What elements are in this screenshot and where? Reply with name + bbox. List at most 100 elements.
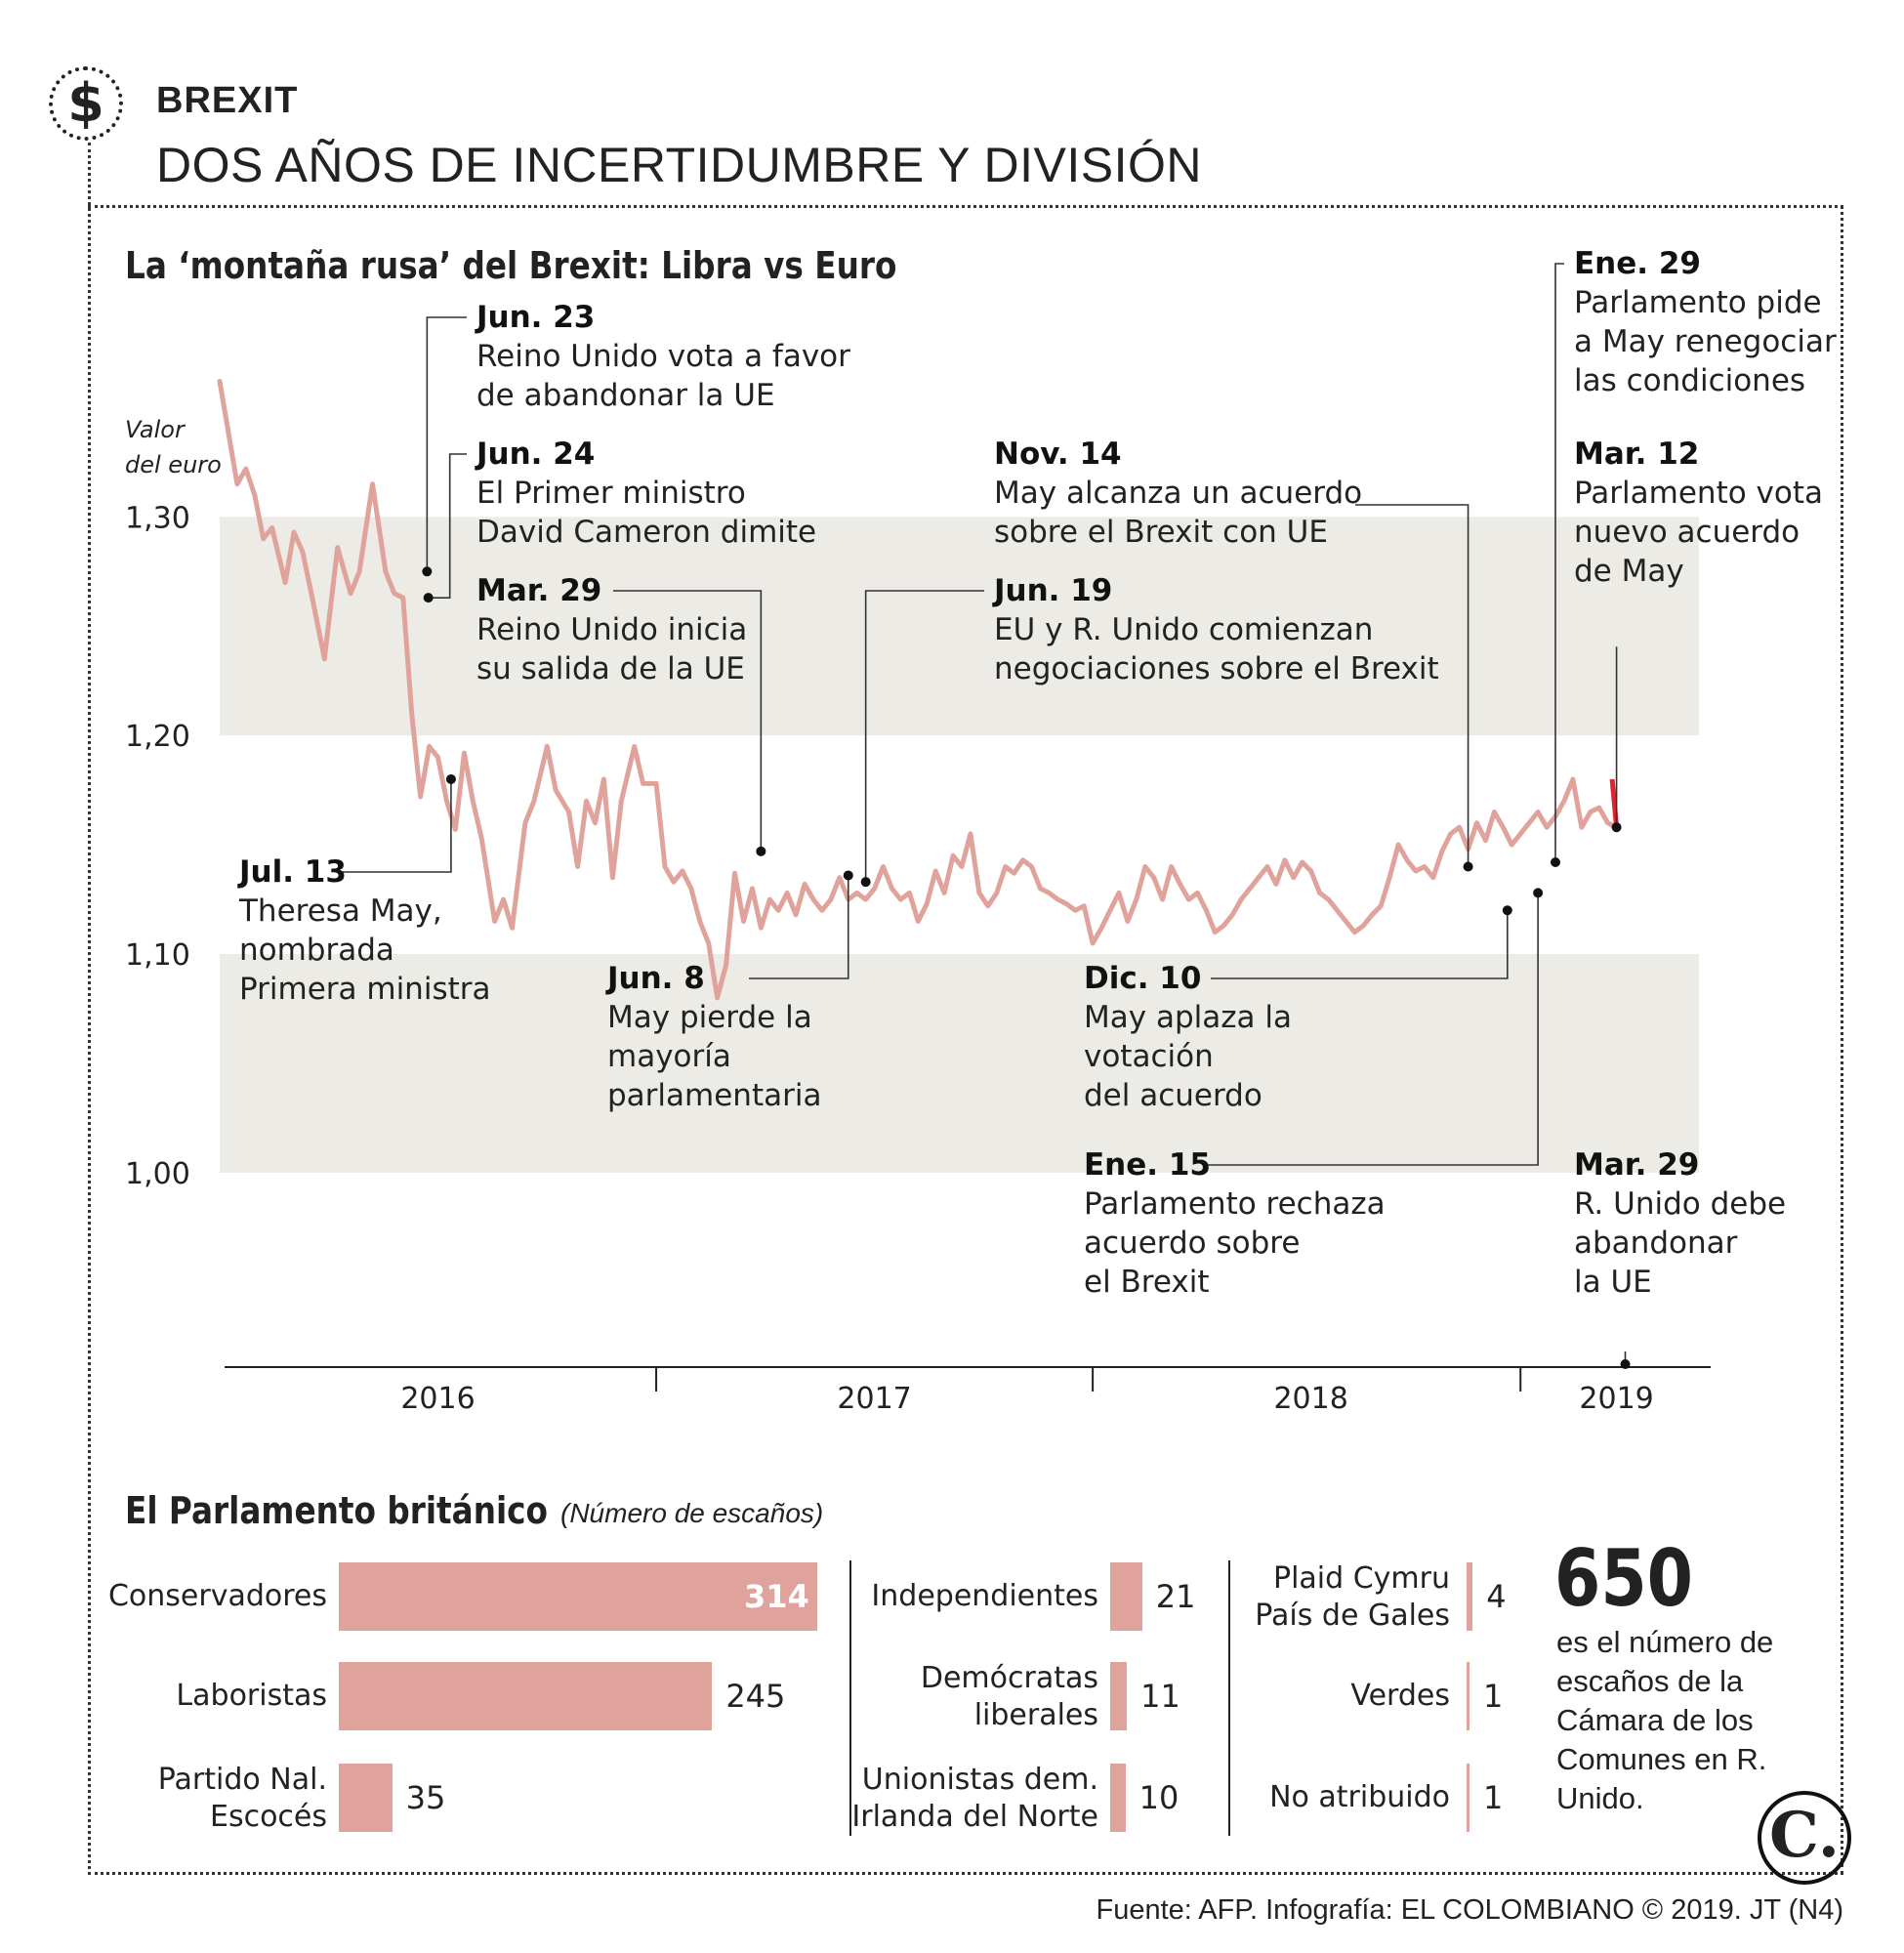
party-label: Unionistas dem. Irlanda del Norte	[786, 1762, 1098, 1836]
party-name-line: Conservadores	[107, 1579, 327, 1613]
annotation-text: mayoría	[607, 1039, 731, 1074]
annotation-dot	[1611, 822, 1622, 833]
annotation-dot	[843, 870, 853, 881]
annotation-text: de abandonar la UE	[476, 378, 775, 413]
seat-bar	[1110, 1562, 1142, 1631]
dollar-icon: $	[49, 66, 123, 141]
party-label: Laboristas	[15, 1678, 327, 1715]
seat-bar	[1110, 1764, 1126, 1832]
annotation-leader	[1211, 910, 1509, 979]
annotation-leader	[749, 875, 849, 979]
party-name-line: Partido Nal.	[157, 1763, 327, 1797]
seat-bar	[1467, 1764, 1469, 1832]
annotation-text: nombrada	[239, 933, 394, 968]
seat-value: 4	[1486, 1578, 1507, 1615]
annotation-text: David Cameron dimite	[476, 515, 816, 550]
annotation-date: Mar. 12	[1574, 436, 1699, 472]
annotation-text: el Brexit	[1084, 1265, 1210, 1300]
annotation-leader	[426, 316, 467, 572]
party-name-line: Demócratas	[920, 1661, 1098, 1695]
seat-bar	[339, 1764, 393, 1832]
annotation-text: parlamentaria	[607, 1078, 821, 1113]
annotation-text: May aplaza la	[1084, 1000, 1292, 1035]
annotation-dot	[756, 846, 766, 856]
seat-bar	[1467, 1562, 1473, 1631]
annotation-text: sobre el Brexit con UE	[994, 515, 1328, 550]
annotation-leader	[864, 590, 984, 883]
annotation-date: Nov. 14	[994, 436, 1122, 472]
x-tick-label: 2017	[837, 1382, 911, 1416]
annotation-text: May pierde la	[607, 1000, 812, 1035]
annotation-dot	[423, 593, 434, 603]
annotation-date: Jun. 23	[475, 300, 595, 335]
kicker: BREXIT	[156, 80, 299, 121]
annotation-text: nuevo acuerdo	[1574, 515, 1800, 550]
y-axis-label: Valor	[125, 416, 186, 443]
annotation-text: Parlamento vota	[1574, 476, 1823, 511]
annotation-dot	[1502, 905, 1512, 916]
annotation-date: Jun. 19	[992, 573, 1112, 608]
annotation-dot	[1551, 857, 1560, 868]
annotation-date: Ene. 15	[1084, 1147, 1211, 1183]
seat-value: 245	[725, 1678, 786, 1715]
total-seats-number: 650	[1554, 1533, 1693, 1624]
party-name-line: No atribuido	[1269, 1780, 1450, 1814]
seat-value: 21	[1155, 1578, 1196, 1615]
seat-bar	[1110, 1662, 1128, 1730]
annotation-dot	[445, 773, 456, 784]
annotation-text: negociaciones sobre el Brexit	[994, 651, 1439, 686]
annotation-dot	[422, 566, 433, 577]
annotation-dot	[1463, 861, 1473, 872]
annotation-leader	[1206, 893, 1539, 1166]
band-1	[220, 954, 1699, 1173]
annotation-text: votación	[1084, 1039, 1214, 1074]
parliament-title-text: El Parlamento británico	[125, 1489, 549, 1532]
total-seats-description: es el número de escaños de la Cámara de …	[1556, 1625, 1774, 1815]
seat-value: 1	[1483, 1678, 1504, 1715]
annotation-dot	[1620, 1359, 1631, 1369]
parliament-subtitle: (Número de escaños)	[560, 1498, 824, 1528]
y-tick-label: 1,30	[125, 501, 190, 535]
column-divider	[1228, 1560, 1230, 1836]
annotation-date: Mar. 29	[1574, 1147, 1699, 1183]
x-tick-label: 2018	[1273, 1382, 1347, 1416]
annotation-text: El Primer ministro	[476, 476, 746, 511]
annotation-date: Jul. 13	[237, 854, 347, 890]
annotation-text: abandonar	[1574, 1226, 1738, 1261]
party-label: Demócratas liberales	[786, 1660, 1098, 1734]
annotation-text: Reino Unido inicia	[476, 612, 747, 647]
annotation-leader	[342, 778, 452, 873]
column-divider	[849, 1560, 851, 1836]
annotation-leader	[613, 590, 763, 852]
seat-value: 1	[1483, 1779, 1504, 1816]
party-name-line: liberales	[973, 1698, 1098, 1732]
party-name-line: Laboristas	[176, 1679, 327, 1713]
annotation-leader	[1355, 504, 1469, 867]
party-name-line: Plaid Cymru	[1273, 1561, 1450, 1596]
annotation-text: del acuerdo	[1084, 1078, 1262, 1113]
party-label: Partido Nal. Escocés	[15, 1762, 327, 1836]
y-tick-label: 1,00	[125, 1157, 190, 1191]
annotation-text: a May renegociar	[1574, 324, 1837, 359]
annotation-date: Dic. 10	[1084, 961, 1201, 996]
annotation-text: acuerdo sobre	[1084, 1226, 1300, 1261]
party-name-line: Verdes	[1350, 1679, 1450, 1713]
annotation-leader	[1554, 263, 1564, 863]
annotation-text: la UE	[1574, 1265, 1652, 1300]
annotation-date: Jun. 24	[475, 436, 595, 472]
chart-title: La ‘montaña rusa’ del Brexit: Libra vs E…	[125, 244, 897, 287]
seat-value: 314	[744, 1578, 809, 1615]
seat-bar	[339, 1562, 817, 1631]
annotation-text: Primera ministra	[239, 972, 491, 1007]
party-label: Independientes	[786, 1578, 1098, 1615]
annotation-text: EU y R. Unido comienzan	[994, 612, 1373, 647]
annotation-text: Reino Unido vota a favor	[476, 339, 850, 374]
content-frame	[88, 205, 1843, 1875]
party-label: No atribuido	[1138, 1779, 1450, 1816]
seat-value: 10	[1138, 1779, 1180, 1816]
party-label: Conservadores	[15, 1578, 327, 1615]
seat-value: 35	[405, 1779, 446, 1816]
party-label: Verdes	[1138, 1678, 1450, 1715]
annotation-date: Jun. 8	[605, 961, 705, 996]
